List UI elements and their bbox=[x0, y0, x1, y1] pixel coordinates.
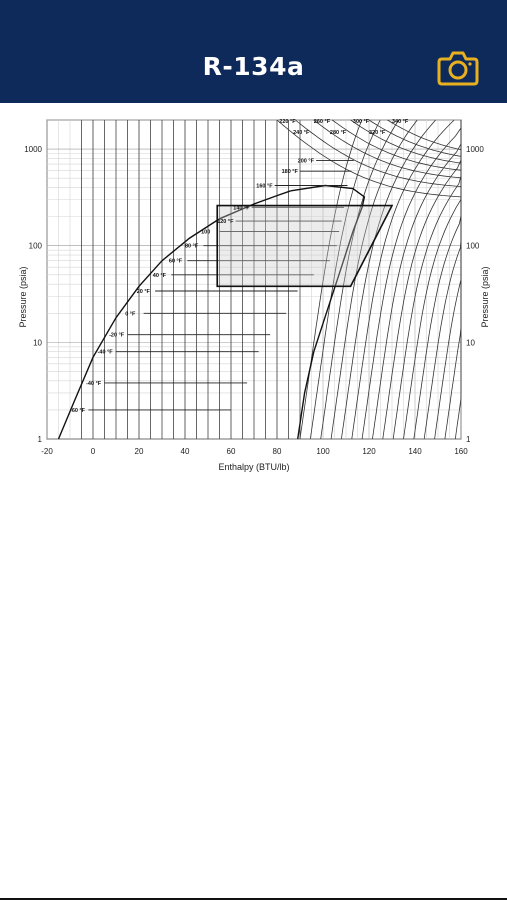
x-tick-label: 160 bbox=[454, 447, 468, 456]
superheat-curve bbox=[372, 120, 462, 440]
y-tick-label-left: 100 bbox=[29, 242, 43, 251]
superheat-curve bbox=[309, 119, 381, 440]
isotherm-label: 20 °F bbox=[137, 289, 151, 295]
isotherm-label: 160 °F bbox=[256, 183, 273, 189]
isotherm-curve bbox=[350, 119, 462, 164]
isotherm-label: 220 °F bbox=[279, 119, 296, 125]
isotherm-label: 40 °F bbox=[153, 273, 167, 279]
ph-chart-svg: -60 °F -40 °F -40 °F -20 °F 0 °F 20 °F 40 °F 60… bbox=[18, 119, 490, 472]
y-tick-label-right: 1 bbox=[466, 435, 471, 444]
y-tick-label-left: 1 bbox=[38, 435, 43, 444]
isotherm-curve bbox=[295, 119, 462, 187]
isotherm-label: 200 °F bbox=[298, 159, 315, 165]
bottom-edge-divider bbox=[0, 898, 507, 900]
isotherm-label: -60 °F bbox=[70, 408, 86, 414]
app-header: R-134a bbox=[0, 0, 507, 103]
superheat-curve bbox=[299, 119, 363, 440]
chart-curves: -60 °F -40 °F -40 °F -20 °F 0 °F 20 °F 40 °F 60… bbox=[57, 119, 462, 440]
x-tick-label: 0 bbox=[91, 447, 96, 456]
isotherm-label: 340 °F bbox=[392, 119, 409, 125]
y-axis-label-right: Pressure (psia) bbox=[480, 266, 490, 327]
x-tick-label: 40 bbox=[181, 447, 190, 456]
x-tick-label: 100 bbox=[316, 447, 330, 456]
isotherm-label: -20 °F bbox=[109, 333, 125, 339]
superheat-curve bbox=[454, 120, 462, 440]
x-tick-label: 80 bbox=[273, 447, 282, 456]
saturated-liquid-line bbox=[57, 190, 292, 440]
superheat-curve bbox=[351, 119, 455, 440]
isotherm-curve bbox=[368, 119, 462, 157]
isotherm-label: 300 °F bbox=[353, 119, 370, 125]
y-tick-label-right: 1000 bbox=[466, 145, 484, 154]
isotherm-curve bbox=[387, 119, 462, 151]
isotherm-label: 0 °F bbox=[125, 311, 136, 317]
isotherm-label: 280 °F bbox=[330, 130, 347, 136]
x-tick-label: 120 bbox=[362, 447, 376, 456]
isotherm-label: 140 °F bbox=[233, 205, 250, 211]
superheat-curve bbox=[320, 119, 400, 440]
isotherm-label: 80 °F bbox=[185, 244, 199, 250]
y-tick-label-right: 100 bbox=[466, 242, 480, 251]
isotherm-label: 240 °F bbox=[293, 130, 310, 136]
camera-icon bbox=[437, 51, 479, 86]
isotherm-label: 60 °F bbox=[169, 259, 183, 265]
isotherm-label: 100 bbox=[201, 230, 210, 236]
isotherm-label: 260 °F bbox=[314, 119, 331, 125]
y-tick-label-left: 10 bbox=[33, 338, 42, 347]
isotherm-label: 180 °F bbox=[282, 169, 299, 175]
saturated-vapor-line bbox=[290, 184, 366, 440]
camera-button[interactable] bbox=[436, 49, 480, 87]
isotherm-curve bbox=[331, 119, 462, 171]
x-axis-label: Enthalpy (BTU/lb) bbox=[218, 462, 289, 472]
isotherm-label: 320 °F bbox=[369, 130, 386, 136]
page-title: R-134a bbox=[202, 52, 305, 81]
isotherm-label: -40 °F bbox=[98, 350, 114, 356]
x-tick-label: 20 bbox=[135, 447, 144, 456]
x-tick-label: -20 bbox=[41, 447, 53, 456]
superheat-curve bbox=[341, 119, 436, 440]
x-tick-label: 140 bbox=[408, 447, 422, 456]
isotherm-curve bbox=[313, 119, 462, 179]
y-tick-label-right: 10 bbox=[466, 338, 475, 347]
refrigeration-cycle bbox=[216, 204, 394, 288]
x-tick-label: 60 bbox=[227, 447, 236, 456]
isotherm-label: 120 °F bbox=[217, 219, 234, 225]
ph-diagram: -60 °F -40 °F -40 °F -20 °F 0 °F 20 °F 40 °F 60… bbox=[0, 103, 507, 483]
y-axis-label-left: Pressure (psia) bbox=[18, 266, 28, 327]
y-tick-label-left: 1000 bbox=[24, 145, 42, 154]
superheat-curve bbox=[382, 120, 462, 440]
isotherm-label: -40 °F bbox=[86, 381, 102, 387]
isotherm-curve bbox=[276, 119, 462, 198]
